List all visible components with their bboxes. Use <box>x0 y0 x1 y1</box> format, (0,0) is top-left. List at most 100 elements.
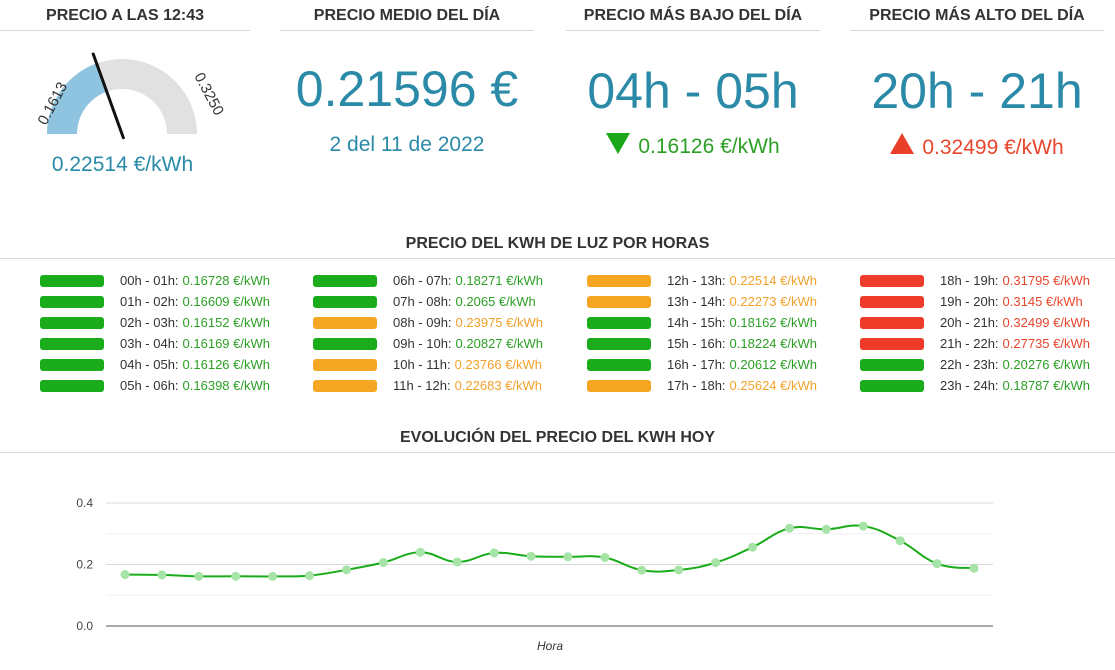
hour-price-item: 21h - 22h: 0.27735 €/kWh <box>860 333 1090 354</box>
price-level-bar <box>860 274 924 287</box>
data-point <box>600 553 610 563</box>
hour-price-value: 0.16728 €/kWh <box>182 273 270 288</box>
hours-section-title: PRECIO DEL KWH DE LUZ POR HORAS <box>0 235 1115 259</box>
hour-range-label: 21h - 22h: <box>940 336 999 351</box>
hour-price-item: 20h - 21h: 0.32499 €/kWh <box>860 312 1090 333</box>
hour-range-label: 12h - 13h: <box>667 273 726 288</box>
data-point <box>268 571 278 581</box>
data-point <box>674 565 684 575</box>
x-axis-label: Hora <box>537 639 563 653</box>
y-tick-label: 0.4 <box>76 496 93 510</box>
hour-range-label: 22h - 23h: <box>940 357 999 372</box>
data-point <box>969 563 979 573</box>
hour-price-value: 0.18162 €/kWh <box>729 315 817 330</box>
hour-price-item: 14h - 15h: 0.18162 €/kWh <box>587 312 817 333</box>
hour-price-value: 0.18271 €/kWh <box>455 273 543 288</box>
highest-range: 20h - 21h <box>871 63 1083 119</box>
hour-range-label: 11h - 12h: <box>393 378 451 393</box>
hour-price-value: 0.20827 €/kWh <box>455 336 543 351</box>
hour-price-value: 0.16609 €/kWh <box>182 294 270 309</box>
gauge-max-label: 0.3250 <box>190 70 227 119</box>
price-level-bar <box>587 295 651 308</box>
hour-price-item: 07h - 08h: 0.2065 €/kWh <box>313 291 536 312</box>
price-level-bar <box>860 379 924 392</box>
hour-price-item: 00h - 01h: 0.16728 €/kWh <box>40 270 270 291</box>
price-level-bar <box>313 358 377 371</box>
hour-range-label: 10h - 11h: <box>393 357 451 372</box>
lowest-price-row: 0.16126 €/kWh <box>566 133 820 159</box>
highest-price-row: 0.32499 €/kWh <box>850 133 1104 160</box>
hour-price-item: 19h - 20h: 0.3145 €/kWh <box>860 291 1083 312</box>
hour-price-value: 0.16398 €/kWh <box>182 378 270 393</box>
hour-range-label: 07h - 08h: <box>393 294 452 309</box>
hour-price-item: 10h - 11h: 0.23766 €/kWh <box>313 354 542 375</box>
price-level-bar <box>313 316 377 329</box>
hour-range-label: 20h - 21h: <box>940 315 999 330</box>
hour-range-label: 05h - 06h: <box>120 378 179 393</box>
data-point <box>452 557 462 567</box>
price-level-bar <box>587 274 651 287</box>
hour-price-item: 13h - 14h: 0.22273 €/kWh <box>587 291 817 312</box>
hour-price-value: 0.23766 €/kWh <box>454 357 543 372</box>
hour-price-value: 0.22514 €/kWh <box>729 273 817 288</box>
hour-price-item: 15h - 16h: 0.18224 €/kWh <box>587 333 817 354</box>
hour-price-value: 0.25624 €/kWh <box>729 378 817 393</box>
price-level-bar <box>40 337 104 350</box>
hour-price-item: 03h - 04h: 0.16169 €/kWh <box>40 333 270 354</box>
price-line-chart: 0.0 0.2 0.4 Hora <box>76 496 993 653</box>
price-level-bar <box>40 316 104 329</box>
data-point <box>489 548 499 558</box>
highest-header: PRECIO MÁS ALTO DEL DÍA <box>850 7 1104 31</box>
gauge-header: PRECIO A LAS 12:43 <box>0 7 250 31</box>
data-point <box>120 570 130 580</box>
data-point <box>231 571 241 581</box>
hour-range-label: 02h - 03h: <box>120 315 179 330</box>
lowest-price: 0.16126 €/kWh <box>638 135 780 158</box>
hour-range-label: 06h - 07h: <box>393 273 452 288</box>
data-point <box>784 523 794 533</box>
y-tick-label: 0.0 <box>76 619 93 633</box>
data-point <box>526 551 536 561</box>
gauge-chart: 0.1613 0.3250 <box>35 52 227 140</box>
price-level-bar <box>313 337 377 350</box>
hour-price-value: 0.22683 €/kWh <box>454 378 543 393</box>
hour-range-label: 19h - 20h: <box>940 294 999 309</box>
gauge-value: 0.22514 €/kWh <box>51 153 194 176</box>
hour-range-label: 00h - 01h: <box>120 273 179 288</box>
hour-price-value: 0.16126 €/kWh <box>182 357 270 372</box>
hour-price-item: 22h - 23h: 0.20276 €/kWh <box>860 354 1090 375</box>
hour-price-value: 0.27735 €/kWh <box>1002 336 1090 351</box>
series-line <box>124 524 975 578</box>
price-level-bar <box>587 358 651 371</box>
hour-range-label: 17h - 18h: <box>667 378 726 393</box>
price-level-bar <box>860 358 924 371</box>
hour-price-value: 0.18224 €/kWh <box>729 336 817 351</box>
gauge-needle <box>91 52 125 140</box>
data-point <box>415 547 425 557</box>
hour-range-label: 16h - 17h: <box>667 357 726 372</box>
hour-price-item: 06h - 07h: 0.18271 €/kWh <box>313 270 543 291</box>
average-header: PRECIO MEDIO DEL DÍA <box>280 7 534 31</box>
hour-price-item: 04h - 05h: 0.16126 €/kWh <box>40 354 270 375</box>
hour-price-value: 0.22273 €/kWh <box>729 294 817 309</box>
price-level-bar <box>313 379 377 392</box>
hour-range-label: 14h - 15h: <box>667 315 726 330</box>
price-level-bar <box>40 274 104 287</box>
hour-price-list: 00h - 01h: 0.16728 €/kWh 01h - 02h: 0.16609… <box>0 270 1115 400</box>
data-point <box>858 521 868 531</box>
highest-price: 0.32499 €/kWh <box>922 136 1064 159</box>
hour-range-label: 08h - 09h: <box>393 315 452 330</box>
hour-price-item: 23h - 24h: 0.18787 €/kWh <box>860 375 1090 396</box>
price-level-bar <box>313 274 377 287</box>
price-level-bar <box>860 295 924 308</box>
hour-price-item: 11h - 12h: 0.22683 €/kWh <box>313 375 542 396</box>
data-point <box>637 565 647 575</box>
data-point <box>932 559 942 569</box>
hour-range-label: 23h - 24h: <box>940 378 999 393</box>
lowest-range: 04h - 05h <box>587 63 799 119</box>
price-level-bar <box>587 379 651 392</box>
data-point <box>895 536 905 546</box>
data-point <box>378 558 388 568</box>
hour-price-value: 0.31795 €/kWh <box>1002 273 1090 288</box>
hour-price-item: 08h - 09h: 0.23975 €/kWh <box>313 312 543 333</box>
